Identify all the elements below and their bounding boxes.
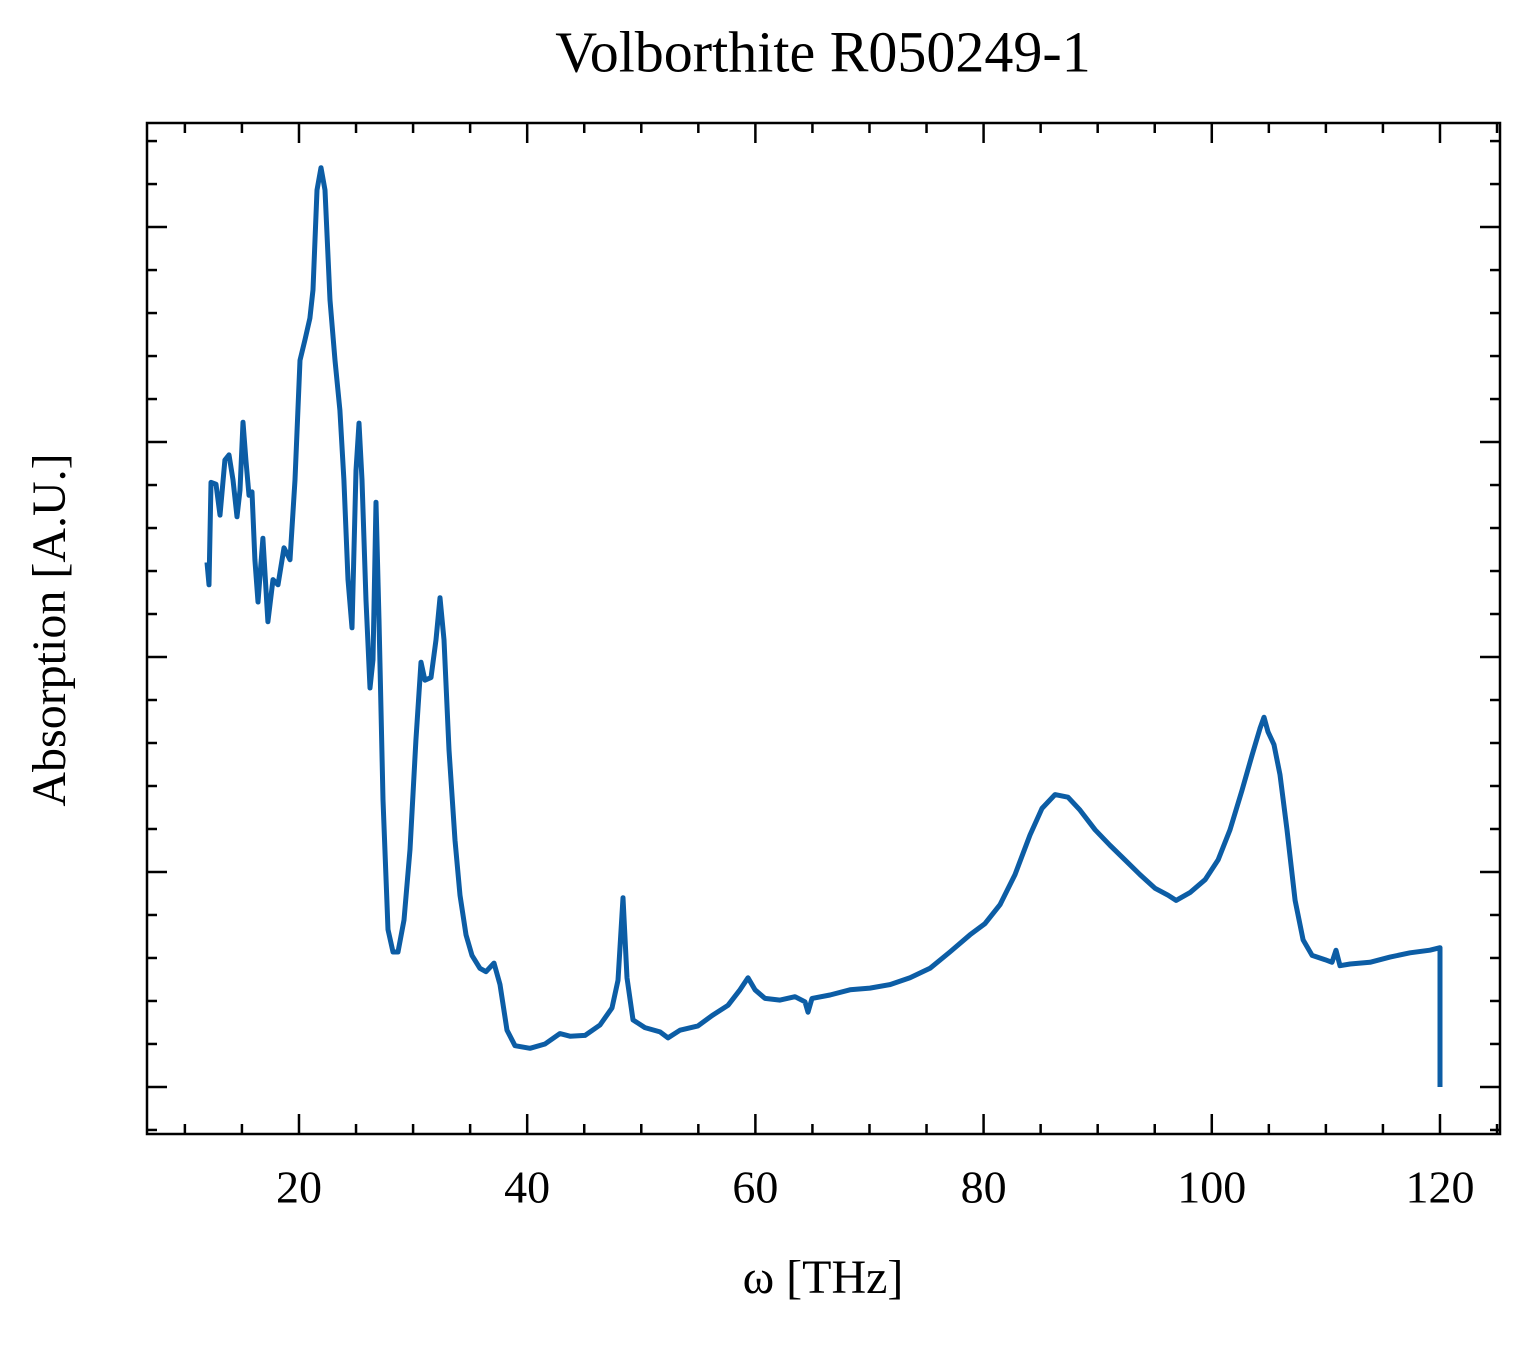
- x-axis-label: ω [THz]: [743, 1251, 904, 1304]
- chart-title: Volborthite R050249-1: [555, 19, 1090, 84]
- x-tick-label: 20: [276, 1162, 322, 1213]
- plot-frame: [145, 121, 1502, 1136]
- data-line: [204, 165, 1443, 1087]
- x-tick-label: 100: [1177, 1162, 1246, 1213]
- y-axis-label: Absorption [A.U.]: [23, 453, 76, 806]
- x-tick-label: 40: [504, 1162, 550, 1213]
- x-tick-label: 120: [1405, 1162, 1474, 1213]
- x-tick-label: 80: [961, 1162, 1007, 1213]
- x-tick-label: 60: [732, 1162, 778, 1213]
